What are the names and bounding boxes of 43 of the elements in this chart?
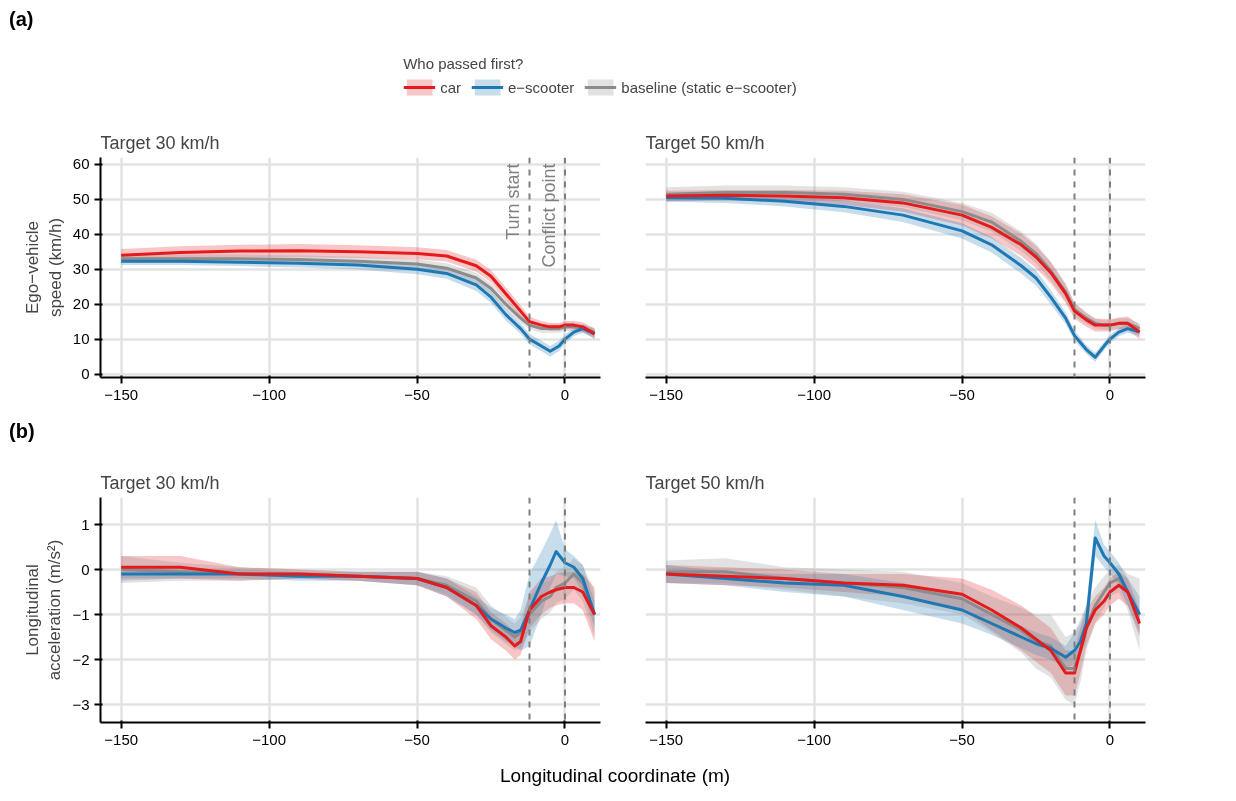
- y-axis-title: Ego−vehicle speed (km/h): [23, 217, 65, 318]
- legend-label: baseline (static e−scooter): [621, 78, 797, 96]
- x-tick-label: −50: [404, 385, 430, 403]
- x-tick-label: −150: [649, 385, 684, 403]
- legend-title: Who passed first?: [403, 55, 525, 72]
- x-tick-label: −150: [649, 730, 684, 748]
- text: (a): [9, 7, 34, 32]
- x-tick-label: 0: [1105, 730, 1115, 748]
- x-tick-label: −50: [949, 385, 975, 403]
- y-tick-label: 10: [72, 330, 90, 348]
- chart-title: Target 30 km/h: [100, 132, 220, 153]
- x-tick-label: −100: [797, 730, 832, 748]
- x-tick-label: −150: [104, 730, 139, 748]
- ref-line-label: Conflict point: [539, 163, 559, 268]
- chart-title: Target 50 km/h: [645, 472, 765, 493]
- x-tick-label: −150: [104, 385, 139, 403]
- x-tick-label: −50: [949, 730, 975, 748]
- y-tick-label: −2: [72, 650, 90, 668]
- text: (b): [9, 419, 35, 444]
- y-tick-label: 1: [81, 515, 90, 533]
- x-tick-label: −100: [252, 730, 287, 748]
- y-tick-label: 30: [72, 260, 90, 278]
- y-tick-label: 20: [72, 295, 90, 313]
- ref-line-label: Turn start: [503, 163, 524, 240]
- x-tick-label: −50: [404, 730, 430, 748]
- x-axis-title: Longitudinal coordinate (m): [499, 764, 731, 788]
- y-tick-label: −3: [72, 695, 90, 713]
- x-tick-label: 0: [560, 385, 570, 403]
- chart-title: Target 30 km/h: [100, 472, 220, 493]
- x-tick-label: −100: [797, 385, 832, 403]
- y-tick-label: 40: [72, 225, 90, 243]
- y-tick-label: −1: [72, 605, 90, 623]
- legend-label: e−scooter: [508, 78, 575, 96]
- x-tick-label: −100: [252, 385, 287, 403]
- y-tick-label: 0: [81, 365, 90, 383]
- x-tick-label: 0: [1105, 385, 1115, 403]
- y-axis-title: Longitudinal acceleration (m/s²): [22, 539, 65, 681]
- y-tick-label: 50: [72, 190, 90, 208]
- x-tick-label: 0: [560, 730, 570, 748]
- y-tick-label: 0: [81, 560, 90, 578]
- y-tick-label: 60: [72, 155, 90, 173]
- chart-title: Target 50 km/h: [645, 132, 765, 153]
- legend-label: car: [440, 78, 462, 96]
